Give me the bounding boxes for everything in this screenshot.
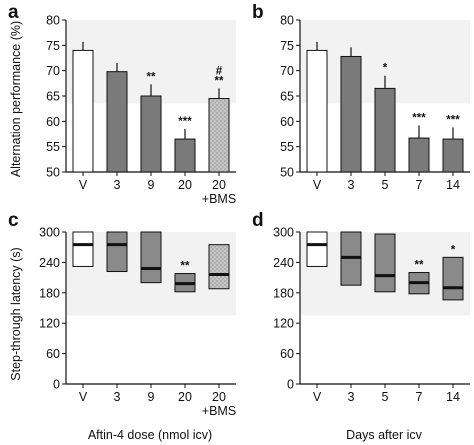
box: [374, 233, 396, 293]
x-tick-label: 9: [148, 390, 155, 404]
panel-letter-b: b: [252, 2, 264, 23]
significance-marker: ***: [412, 112, 426, 124]
bar: [72, 49, 94, 173]
y-tick-label: 180: [273, 286, 294, 300]
bar: [106, 71, 128, 173]
y-tick-label: 300: [39, 226, 60, 240]
bar: [208, 98, 230, 173]
y-tick-label: 180: [39, 286, 60, 300]
y-tick-label: 60: [280, 115, 294, 129]
box: [208, 244, 230, 290]
x-tick-label: +BMS: [202, 192, 236, 206]
y-tick-label: 60: [46, 347, 60, 361]
x-tick-label: 14: [446, 390, 460, 404]
x-tick-label: 3: [114, 178, 121, 192]
significance-marker: **: [415, 260, 424, 272]
y-tick-label: 0: [53, 378, 60, 392]
significance-marker: *: [451, 244, 456, 256]
y-tick-label: 60: [46, 115, 60, 129]
x-tick-label: V: [313, 178, 322, 192]
x-tick-label: 9: [148, 178, 155, 192]
panel-letter-d: d: [252, 210, 264, 231]
box: [140, 231, 162, 284]
y-axis-label-bottom: Step-through latency (s): [9, 247, 23, 380]
y-tick-label: 120: [273, 317, 294, 331]
bar: [174, 138, 196, 173]
x-tick-label: 20: [178, 178, 192, 192]
x-tick-label: 20: [178, 390, 192, 404]
y-tick-label: 55: [46, 140, 60, 154]
y-tick-label: 300: [273, 226, 294, 240]
box: [306, 231, 328, 267]
y-tick-label: 60: [280, 347, 294, 361]
bar: [442, 138, 464, 173]
x-tick-label: V: [79, 390, 88, 404]
significance-marker: ***: [446, 114, 460, 126]
y-tick-label: 120: [39, 317, 60, 331]
bar: [140, 95, 162, 173]
x-tick-label: V: [313, 390, 322, 404]
significance-marker: #: [216, 65, 223, 77]
bar: [306, 49, 328, 173]
x-tick-label: 5: [382, 390, 389, 404]
y-tick-label: 75: [46, 39, 60, 53]
bar: [340, 55, 362, 173]
x-tick-label: +BMS: [202, 404, 236, 418]
significance-marker: *: [383, 63, 388, 75]
y-tick-label: 0: [287, 378, 294, 392]
panel-letter-a: a: [8, 2, 19, 23]
y-tick-label: 75: [280, 39, 294, 53]
x-tick-label: 14: [446, 178, 460, 192]
x-tick-label: 20: [212, 178, 226, 192]
bar: [374, 87, 396, 173]
y-tick-label: 240: [273, 256, 294, 270]
x-tick-label: 3: [348, 390, 355, 404]
significance-marker: **: [147, 71, 156, 83]
y-tick-label: 65: [280, 90, 294, 104]
x-axis-title-c: Aftin-4 dose (nmol icv): [88, 428, 212, 442]
panel-letter-c: c: [8, 210, 19, 231]
x-tick-label: 5: [382, 178, 389, 192]
box: [106, 231, 128, 273]
y-axis-label-top: Alternation performance (%): [9, 21, 23, 177]
x-tick-label: 3: [348, 178, 355, 192]
box: [72, 231, 94, 267]
x-tick-label: V: [79, 178, 88, 192]
y-tick-label: 80: [280, 14, 294, 28]
bar: [408, 137, 430, 173]
y-tick-label: 70: [46, 64, 60, 78]
x-axis-title-d: Days after icv: [346, 428, 422, 442]
x-tick-label: 20: [212, 390, 226, 404]
significance-marker: ***: [178, 116, 192, 128]
x-tick-label: 3: [114, 390, 121, 404]
x-tick-label: 7: [416, 390, 423, 404]
y-tick-label: 65: [46, 90, 60, 104]
y-tick-label: 240: [39, 256, 60, 270]
x-tick-label: 7: [416, 178, 423, 192]
y-tick-label: 50: [280, 166, 294, 180]
significance-marker: **: [181, 261, 190, 273]
box: [442, 256, 464, 301]
y-tick-label: 55: [280, 140, 294, 154]
y-tick-label: 50: [46, 166, 60, 180]
y-tick-label: 80: [46, 14, 60, 28]
y-tick-label: 70: [280, 64, 294, 78]
significance-marker: **: [215, 75, 224, 87]
